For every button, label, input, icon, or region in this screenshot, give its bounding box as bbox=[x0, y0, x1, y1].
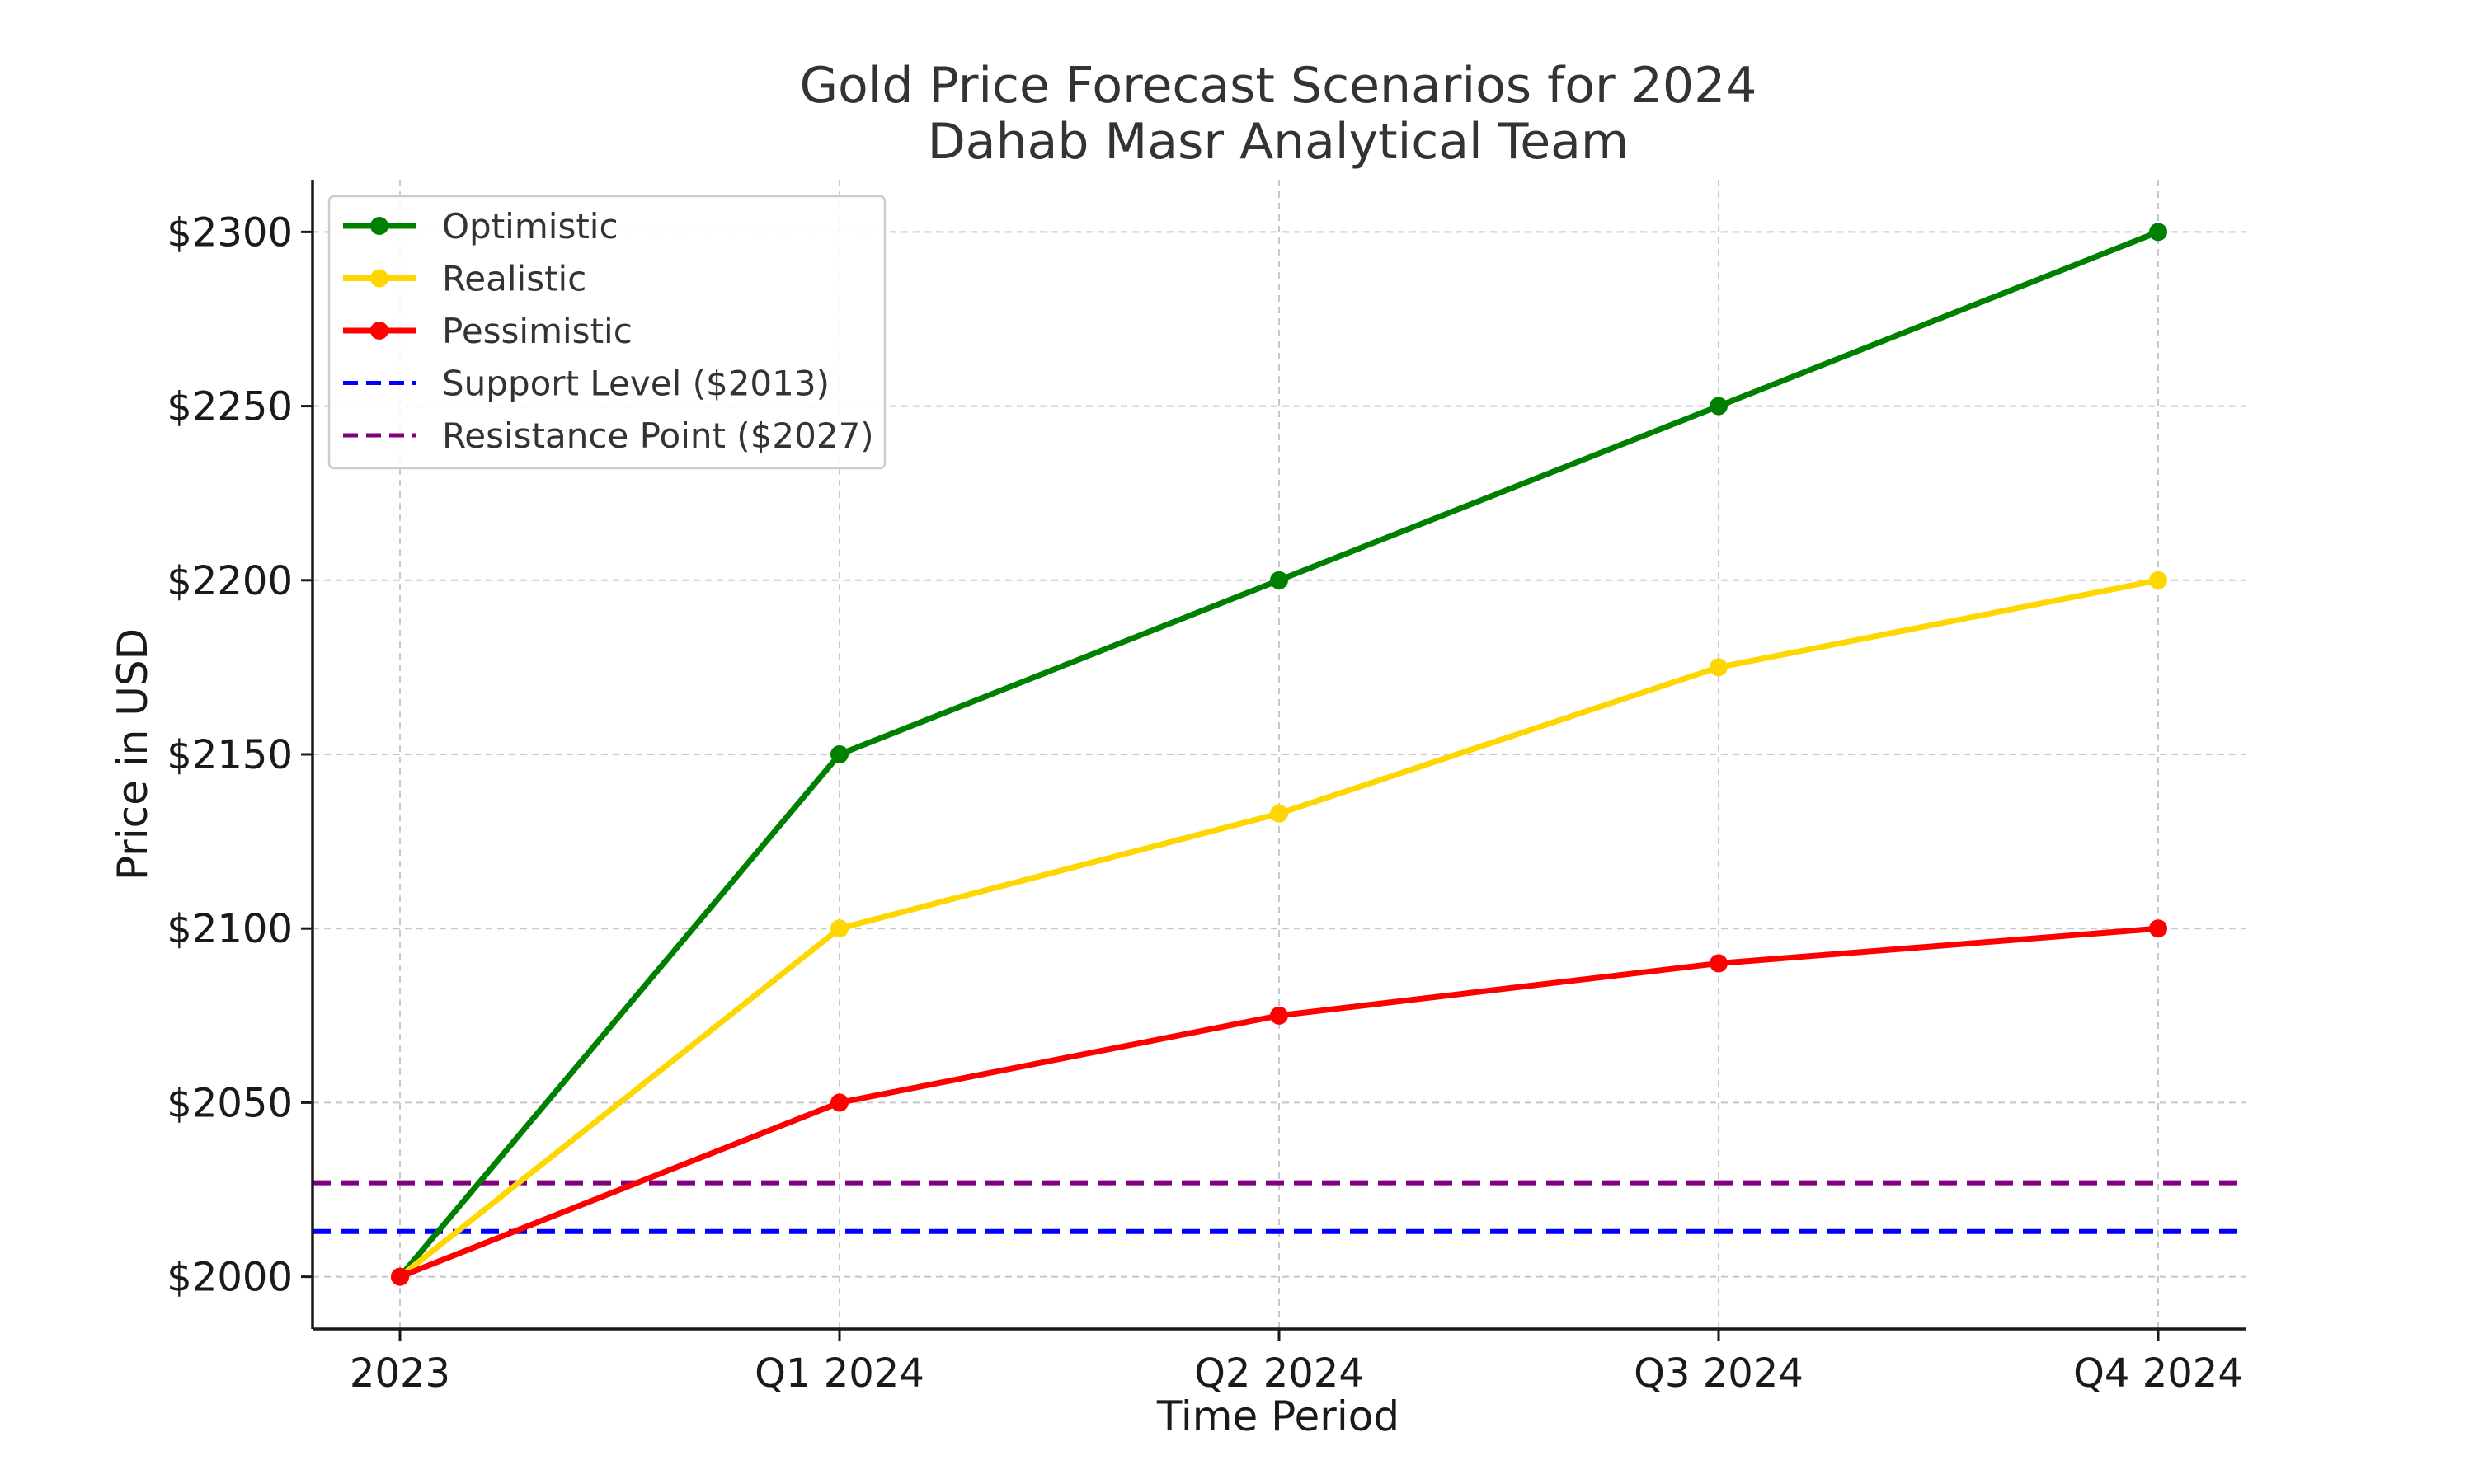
data-point-realistic bbox=[1710, 658, 1728, 677]
legend-label-pessimistic: Pessimistic bbox=[442, 311, 633, 351]
y-tick-label: $2000 bbox=[167, 1255, 293, 1301]
legend: Optimistic Realistic Pessimistic Support Le… bbox=[327, 195, 887, 470]
data-point-pessimistic bbox=[1710, 954, 1728, 973]
legend-marker-pessimistic bbox=[370, 322, 388, 340]
data-point-pessimistic bbox=[2149, 919, 2167, 938]
ticks: 2023 Q1 2024 Q2 2024 Q3 2024 Q4 2024 $2000 $20… bbox=[167, 209, 2243, 1397]
series-layer bbox=[391, 223, 2167, 1286]
x-axis-title: Time Period bbox=[1156, 1392, 1399, 1440]
x-tick-label: Q2 2024 bbox=[1194, 1350, 1364, 1397]
legend-marker-realistic bbox=[370, 269, 388, 288]
grid bbox=[313, 180, 2246, 1329]
chart-title: Gold Price Forecast Scenarios for 2024 bbox=[800, 57, 1757, 115]
y-axis-title: Price in USD bbox=[109, 628, 157, 881]
data-point-pessimistic bbox=[830, 1093, 849, 1112]
x-tick-label: Q1 2024 bbox=[755, 1350, 924, 1397]
y-tick-label: $2200 bbox=[167, 558, 293, 604]
data-point-pessimistic bbox=[1270, 1006, 1288, 1025]
data-point-optimistic bbox=[830, 745, 849, 763]
legend-marker-optimistic bbox=[370, 217, 388, 235]
legend-label-realistic: Realistic bbox=[442, 259, 586, 299]
data-point-realistic bbox=[1270, 804, 1288, 823]
y-tick-label: $2300 bbox=[167, 209, 293, 256]
data-point-pessimistic bbox=[391, 1267, 409, 1286]
y-tick-label: $2050 bbox=[167, 1080, 293, 1126]
y-tick-label: $2250 bbox=[167, 384, 293, 430]
x-tick-label: 2023 bbox=[350, 1350, 450, 1397]
data-point-optimistic bbox=[2149, 223, 2167, 242]
data-point-optimistic bbox=[1270, 571, 1288, 589]
y-tick-label: $2150 bbox=[167, 732, 293, 778]
chart-subtitle: Dahab Masr Analytical Team bbox=[928, 113, 1630, 171]
legend-label-resistance-point-2027: Resistance Point ($2027) bbox=[442, 416, 874, 456]
x-tick-label: Q3 2024 bbox=[1634, 1350, 1804, 1397]
x-tick-label: Q4 2024 bbox=[2073, 1350, 2243, 1397]
legend-box bbox=[327, 195, 887, 470]
y-tick-label: $2100 bbox=[167, 906, 293, 952]
data-point-realistic bbox=[830, 919, 849, 938]
data-point-realistic bbox=[2149, 571, 2167, 589]
legend-label-support-level-2013: Support Level ($2013) bbox=[442, 364, 830, 404]
data-point-optimistic bbox=[1710, 397, 1728, 416]
legend-label-optimistic: Optimistic bbox=[442, 206, 618, 247]
